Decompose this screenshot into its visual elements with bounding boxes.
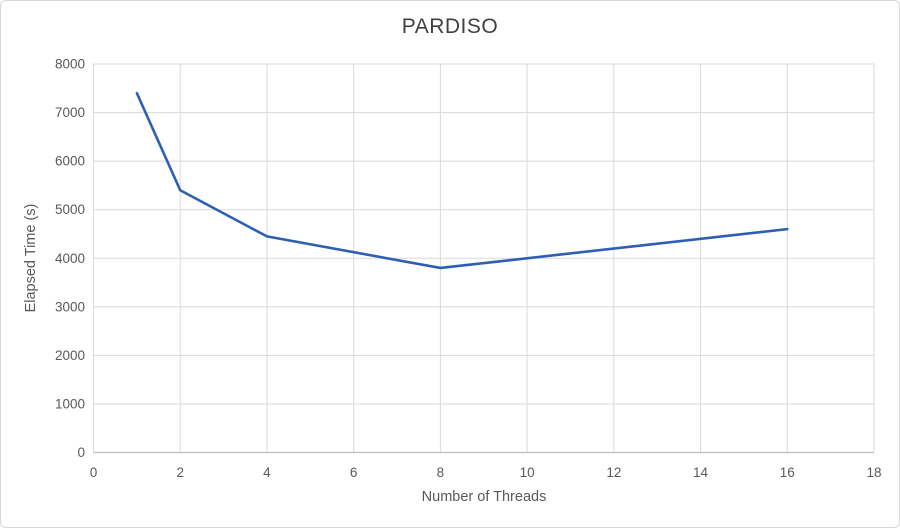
y-tick-label: 0 [77,445,85,460]
x-tick-label: 16 [780,465,795,480]
y-tick-label: 7000 [55,105,85,120]
x-tick-label: 6 [350,465,358,480]
x-tick-label: 8 [437,465,445,480]
y-tick-label: 3000 [55,299,85,314]
y-tick-label: 6000 [55,154,85,169]
series-line [135,91,789,270]
y-tick-label: 2000 [55,348,85,363]
y-tick-label: 1000 [55,396,85,411]
x-tick-label: 2 [176,465,184,480]
y-tick-label: 5000 [55,202,85,217]
x-tick-label: 14 [693,465,709,480]
y-axis-title: Elapsed Time (s) [23,203,39,313]
x-tick-label: 4 [263,465,271,480]
x-axis-title: Number of Threads [421,489,547,505]
x-tick-label: 10 [520,465,535,480]
x-tick-label: 12 [606,465,621,480]
chart-title: PARDISO [401,15,499,38]
y-tick-label: 8000 [55,57,85,72]
y-tick-label: 4000 [55,251,85,266]
x-tick-label: 18 [866,465,881,480]
x-tick-label: 0 [90,465,98,480]
